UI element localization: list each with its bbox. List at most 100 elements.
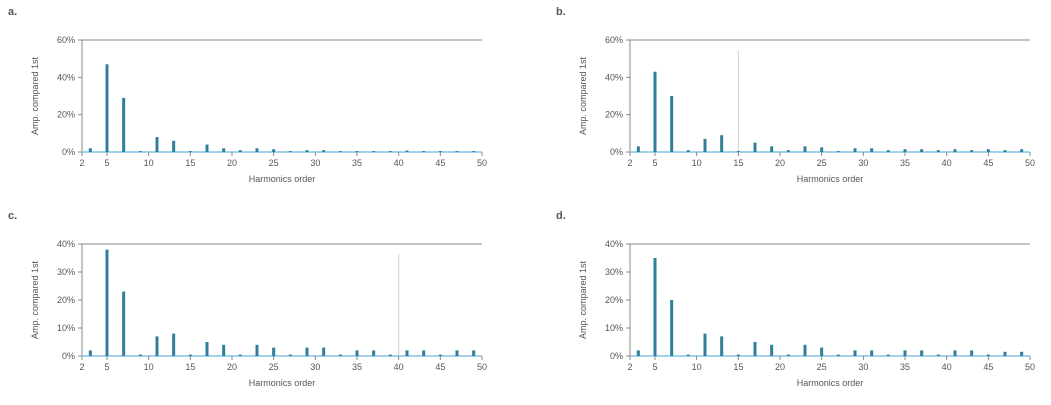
bar-harmonic-11 xyxy=(155,137,159,152)
y-tick-label: 10% xyxy=(57,323,75,333)
bar-harmonic-39 xyxy=(936,150,940,152)
bar-harmonic-27 xyxy=(836,151,840,152)
bar-harmonic-25 xyxy=(820,347,824,356)
bar-harmonic-31 xyxy=(870,148,874,152)
bar-harmonic-47 xyxy=(455,151,459,152)
y-tick-label: 30% xyxy=(57,267,75,277)
x-tick-label: 50 xyxy=(477,158,487,168)
bar-harmonic-9 xyxy=(686,354,690,356)
bar-harmonic-45 xyxy=(986,354,990,356)
x-tick-label: 20 xyxy=(227,158,237,168)
bar-harmonic-15 xyxy=(188,151,192,152)
bar-harmonic-9 xyxy=(686,150,690,152)
chart-c-svg: 0%10%20%30%40%2 5 10 15 20 25 30 35 40 45 50Harmon… xyxy=(30,239,487,388)
x-tick-label: 15 xyxy=(185,362,195,372)
bar-harmonic-47 xyxy=(455,350,459,356)
x-tick-label: 10 xyxy=(144,362,154,372)
x-tick-label: 25 xyxy=(817,362,827,372)
bar-harmonic-39 xyxy=(936,354,940,356)
x-tick-label: 10 xyxy=(692,158,702,168)
x-tick-label: 2 xyxy=(79,158,84,168)
y-axis-title: Amp. compared 1st xyxy=(578,56,588,135)
bar-harmonic-43 xyxy=(422,151,426,152)
bar-harmonic-17 xyxy=(205,144,209,152)
x-tick-label: 2 xyxy=(79,362,84,372)
bar-harmonic-15 xyxy=(736,151,740,152)
x-axis-title: Harmonics order xyxy=(797,174,864,184)
bar-harmonic-3 xyxy=(636,146,640,152)
y-tick-label: 40% xyxy=(57,72,75,82)
bar-harmonic-37 xyxy=(372,151,376,152)
bar-harmonic-13 xyxy=(720,135,724,152)
bar-harmonic-47 xyxy=(1003,351,1007,356)
bar-harmonic-49 xyxy=(1020,149,1024,152)
x-tick-label: 30 xyxy=(310,362,320,372)
bar-harmonic-19 xyxy=(770,344,774,356)
bar-harmonic-23 xyxy=(803,344,807,356)
y-tick-label: 40% xyxy=(605,239,623,249)
x-tick-label: 25 xyxy=(817,158,827,168)
bar-harmonic-23 xyxy=(803,146,807,152)
bar-harmonic-49 xyxy=(1020,351,1024,356)
bar-harmonic-11 xyxy=(703,138,707,152)
bar-harmonic-39 xyxy=(388,354,392,356)
y-axis-title: Amp. compared 1st xyxy=(30,260,40,339)
x-tick-label: 5 xyxy=(652,158,657,168)
bar-harmonic-37 xyxy=(920,149,924,152)
bar-harmonic-19 xyxy=(222,148,226,152)
x-tick-label: 45 xyxy=(983,158,993,168)
bar-harmonic-33 xyxy=(338,354,342,356)
x-tick-label: 45 xyxy=(983,362,993,372)
x-tick-label: 2 xyxy=(627,158,632,168)
x-tick-label: 20 xyxy=(227,362,237,372)
x-tick-label: 45 xyxy=(435,158,445,168)
bar-harmonic-27 xyxy=(288,151,292,152)
y-tick-label: 20% xyxy=(57,110,75,120)
bar-harmonic-21 xyxy=(786,354,790,356)
bar-harmonic-27 xyxy=(288,354,292,356)
y-tick-label: 40% xyxy=(605,72,623,82)
x-tick-label: 40 xyxy=(394,158,404,168)
bar-harmonic-31 xyxy=(322,150,326,152)
bar-harmonic-3 xyxy=(88,350,92,356)
bar-harmonic-23 xyxy=(255,148,259,152)
x-tick-label: 40 xyxy=(942,362,952,372)
bar-harmonic-49 xyxy=(472,151,476,152)
y-tick-label: 60% xyxy=(57,35,75,45)
y-tick-label: 20% xyxy=(605,110,623,120)
bar-harmonic-29 xyxy=(305,347,309,356)
chart-panel-b: b. 0% 20% 40% 60% 2 5 10 15 20 25 30 35 40 45 50 Harmon… xyxy=(548,0,1048,200)
bar-harmonic-15 xyxy=(736,354,740,356)
x-tick-label: 35 xyxy=(352,362,362,372)
bar-harmonic-37 xyxy=(920,350,924,356)
bar-harmonic-35 xyxy=(355,151,359,152)
bar-harmonic-45 xyxy=(438,151,442,152)
x-tick-label: 30 xyxy=(310,158,320,168)
x-tick-label: 50 xyxy=(477,362,487,372)
chart-d-svg: 0%10%20%30%40%2 5 10 15 20 25 30 35 40 45 50Harmon… xyxy=(578,239,1035,388)
x-tick-label: 2 xyxy=(627,362,632,372)
y-tick-label: 0% xyxy=(62,147,75,157)
y-tick-label: 60% xyxy=(605,35,623,45)
bar-harmonic-29 xyxy=(853,148,857,152)
bar-harmonic-21 xyxy=(238,150,242,152)
y-tick-label: 20% xyxy=(605,295,623,305)
bar-harmonic-31 xyxy=(870,350,874,356)
bar-harmonic-19 xyxy=(222,344,226,356)
x-tick-label: 20 xyxy=(775,158,785,168)
bar-harmonic-41 xyxy=(953,350,957,356)
x-tick-label: 30 xyxy=(858,362,868,372)
bar-harmonic-35 xyxy=(903,149,907,152)
bar-harmonic-31 xyxy=(322,347,326,356)
bar-harmonic-7 xyxy=(670,300,674,356)
bar-harmonic-41 xyxy=(405,350,409,356)
x-tick-label: 20 xyxy=(775,362,785,372)
panel-label: d. xyxy=(556,210,566,222)
bar-harmonic-47 xyxy=(1003,150,1007,152)
bar-harmonic-35 xyxy=(355,350,359,356)
bar-harmonic-5 xyxy=(653,258,657,356)
bar-harmonic-7 xyxy=(670,96,674,152)
y-tick-label: 20% xyxy=(57,295,75,305)
chart-b-svg: 0%20%40%60%2 5 10 15 20 25 30 35 40 45 50Harmonics… xyxy=(578,35,1035,184)
x-tick-label: 35 xyxy=(900,158,910,168)
